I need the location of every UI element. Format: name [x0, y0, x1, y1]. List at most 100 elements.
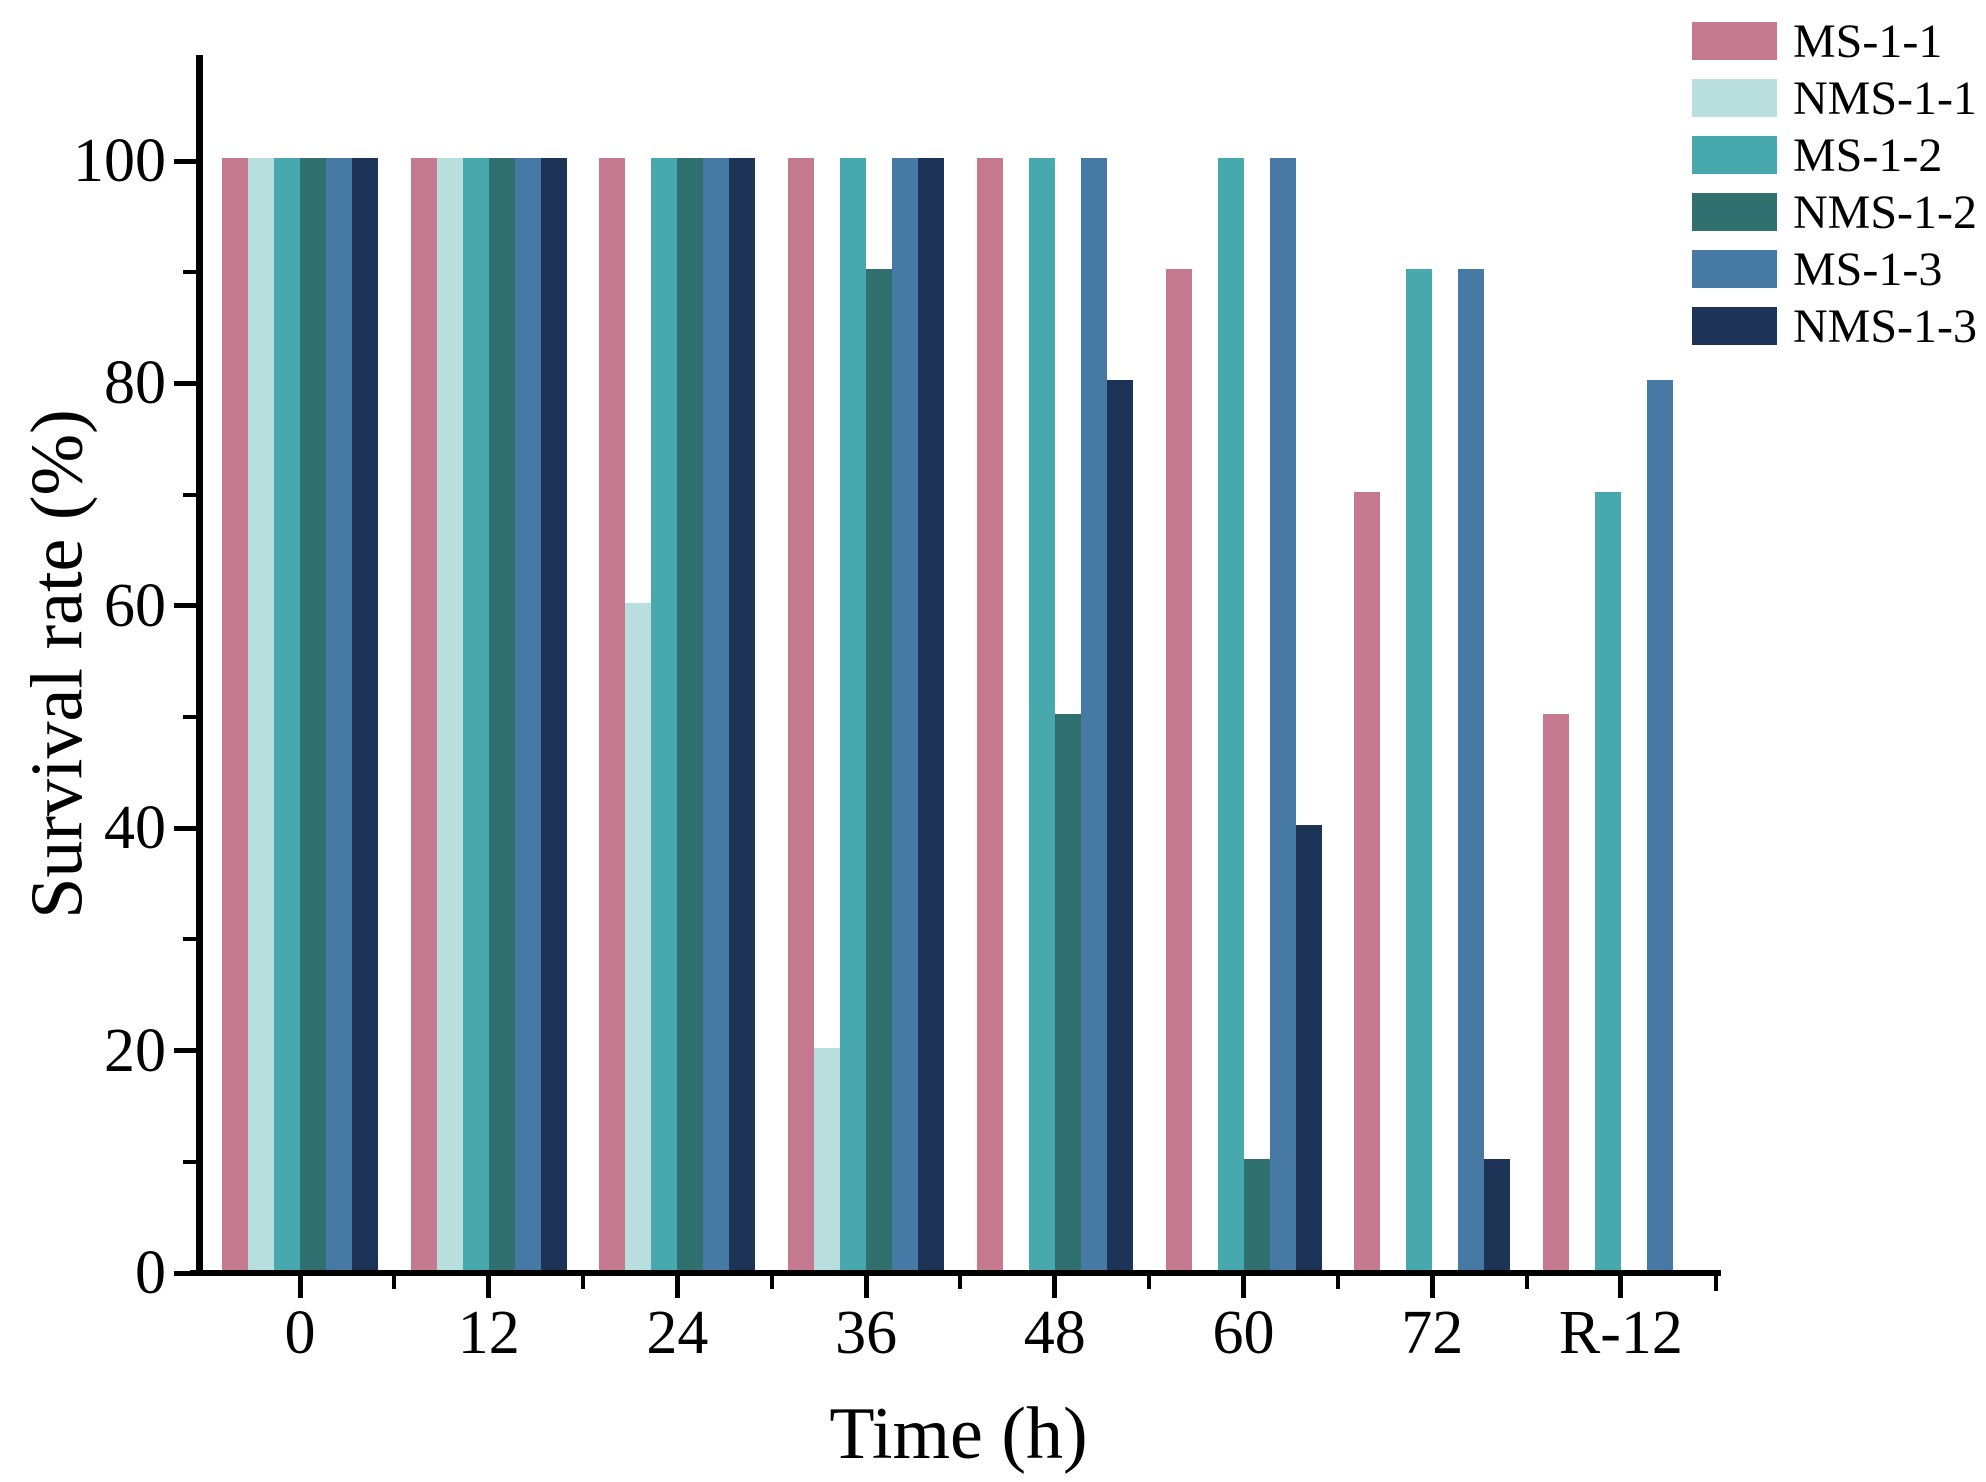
- x-major-tick-0: [297, 1276, 303, 1298]
- y-minor-tick-90: [183, 270, 196, 275]
- x-major-tick-48: [1052, 1276, 1058, 1298]
- bar-NMS-1-3-48: [1106, 380, 1133, 1270]
- bar-MS-1-1-0: [222, 158, 248, 1270]
- bar-NMS-1-3-72: [1484, 1158, 1511, 1270]
- x-tick-label-12: 12: [457, 1299, 520, 1367]
- x-tick-label-24: 24: [646, 1299, 709, 1367]
- bar-MS-1-1-48: [976, 158, 1003, 1270]
- y-axis-line: [196, 55, 203, 1276]
- legend-item-MS-1-2: MS-1-2: [1692, 129, 1977, 182]
- y-minor-tick-50: [183, 715, 196, 719]
- bar-MS-1-2-0: [274, 158, 300, 1270]
- y-major-tick-80: [174, 380, 196, 386]
- bar-NMS-1-2-12: [488, 158, 515, 1270]
- bar-NMS-1-1-12: [436, 158, 463, 1270]
- x-minor-tick-2: [769, 1276, 774, 1289]
- y-major-tick-60: [174, 603, 196, 609]
- bar-NMS-1-2-48: [1054, 714, 1081, 1270]
- y-minor-tick-70: [183, 492, 196, 497]
- bar-NMS-1-3-12: [540, 158, 567, 1270]
- bar-NMS-1-2-0: [300, 158, 326, 1270]
- legend-label-MS-1-1: MS-1-1: [1793, 14, 1943, 68]
- bar-NMS-1-1-0: [248, 158, 274, 1270]
- bar-MS-1-2-12: [462, 158, 489, 1270]
- x-major-tick-12: [486, 1276, 492, 1298]
- legend-item-NMS-1-1: NMS-1-1: [1692, 72, 1977, 125]
- x-minor-tick-6: [1524, 1276, 1529, 1289]
- legend-label-NMS-1-1: NMS-1-1: [1793, 71, 1978, 125]
- bar-MS-1-1-60: [1165, 269, 1192, 1270]
- bar-NMS-1-3-60: [1295, 825, 1322, 1270]
- y-axis-title: Survival rate (%): [16, 409, 99, 919]
- legend-item-NMS-1-3: NMS-1-3: [1692, 300, 1977, 353]
- x-major-tick-60: [1241, 1276, 1246, 1298]
- bar-MS-1-2-72: [1406, 269, 1433, 1270]
- bar-MS-1-2-60: [1217, 158, 1244, 1270]
- x-tick-label-72: 72: [1401, 1299, 1464, 1367]
- legend-swatch-MS-1-3: [1692, 250, 1777, 288]
- x-major-tick-72: [1429, 1276, 1435, 1298]
- x-minor-tick-1: [581, 1276, 586, 1289]
- bar-MS-1-3-72: [1458, 269, 1485, 1270]
- x-axis-title: Time (h): [829, 1393, 1088, 1475]
- x-minor-tick-4: [1147, 1276, 1152, 1289]
- x-minor-tick-0: [392, 1276, 397, 1289]
- x-major-tick-24: [674, 1276, 680, 1298]
- legend-swatch-MS-1-1: [1692, 22, 1777, 60]
- x-tick-label-60: 60: [1212, 1299, 1275, 1367]
- bar-NMS-1-1-36: [814, 1047, 841, 1270]
- x-tick-label-48: 48: [1023, 1299, 1086, 1367]
- bar-MS-1-1-36: [788, 158, 815, 1270]
- x-axis-end-tick: [1714, 1276, 1718, 1291]
- legend-label-MS-1-3: MS-1-3: [1793, 242, 1943, 296]
- bar-MS-1-2-R-12: [1594, 491, 1621, 1270]
- y-minor-tick-10: [183, 1159, 196, 1164]
- bar-NMS-1-2-36: [866, 269, 893, 1270]
- bar-MS-1-3-60: [1269, 158, 1296, 1270]
- y-major-tick-100: [174, 158, 196, 164]
- bar-MS-1-2-24: [651, 158, 678, 1270]
- x-major-tick-36: [863, 1276, 869, 1298]
- bar-MS-1-1-72: [1354, 491, 1381, 1270]
- bar-NMS-1-2-24: [677, 158, 704, 1270]
- y-major-tick-20: [174, 1048, 196, 1054]
- legend-swatch-NMS-1-2: [1692, 193, 1777, 231]
- y-major-tick-40: [174, 825, 196, 831]
- bar-MS-1-3-36: [892, 158, 919, 1270]
- bar-MS-1-3-0: [326, 158, 352, 1270]
- bar-MS-1-2-36: [840, 158, 867, 1270]
- legend-label-MS-1-2: MS-1-2: [1793, 128, 1943, 182]
- x-axis-line: [190, 1270, 1721, 1276]
- legend-swatch-MS-1-2: [1692, 136, 1777, 174]
- y-tick-label-100: 100: [73, 127, 166, 195]
- bar-MS-1-3-48: [1080, 158, 1107, 1270]
- legend-swatch-NMS-1-3: [1692, 307, 1777, 345]
- x-tick-label-0: 0: [284, 1299, 316, 1367]
- legend-item-MS-1-1: MS-1-1: [1692, 15, 1977, 68]
- y-tick-label-20: 20: [104, 1016, 166, 1085]
- legend-label-NMS-1-2: NMS-1-2: [1793, 185, 1978, 239]
- bar-NMS-1-2-60: [1243, 1158, 1270, 1270]
- x-minor-tick-5: [1335, 1276, 1340, 1289]
- bar-NMS-1-3-36: [918, 158, 945, 1270]
- legend: MS-1-1 NMS-1-1 MS-1-2 NMS-1-2 MS-1-3 NMS-1-3: [1692, 15, 1977, 364]
- bar-MS-1-3-12: [514, 158, 541, 1270]
- y-major-tick-0: [174, 1270, 196, 1276]
- bar-MS-1-3-24: [703, 158, 730, 1270]
- legend-item-MS-1-3: MS-1-3: [1692, 243, 1977, 296]
- legend-label-NMS-1-3: NMS-1-3: [1793, 299, 1978, 353]
- legend-item-NMS-1-2: NMS-1-2: [1692, 186, 1977, 239]
- y-tick-label-40: 40: [104, 794, 166, 863]
- x-major-tick-R-12: [1618, 1276, 1624, 1298]
- y-minor-tick-30: [183, 937, 196, 942]
- y-tick-label-0: 0: [135, 1239, 166, 1307]
- bar-MS-1-1-24: [599, 158, 626, 1270]
- y-tick-label-60: 60: [104, 571, 166, 640]
- bar-MS-1-1-12: [410, 158, 437, 1270]
- legend-swatch-NMS-1-1: [1692, 79, 1777, 117]
- bar-NMS-1-1-24: [625, 602, 652, 1270]
- y-tick-label-80: 80: [104, 349, 166, 418]
- x-tick-label-36: 36: [835, 1299, 898, 1367]
- bar-NMS-1-3-0: [352, 158, 378, 1270]
